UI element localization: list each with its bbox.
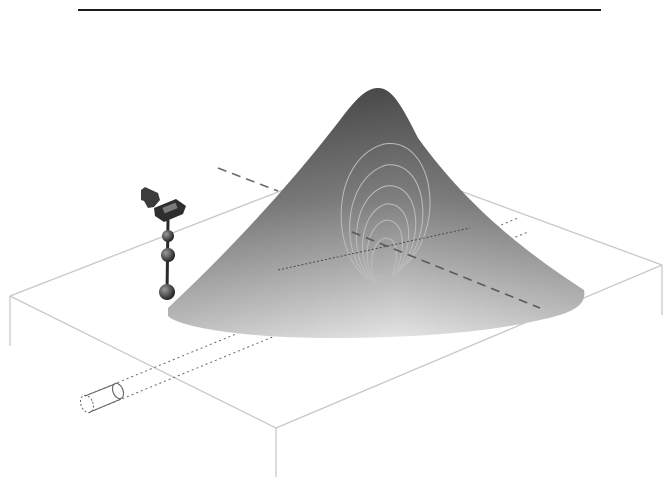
locator-device-icon (141, 187, 186, 300)
locator-handle (141, 187, 160, 208)
locator-ball-middle (161, 248, 175, 262)
pipe-end-cap (78, 393, 96, 414)
pipe-solid-stub-top (85, 384, 115, 396)
locator-ball-bottom (159, 284, 175, 300)
locator-joint-upper (162, 230, 174, 242)
signal-axis-dashed-back (218, 168, 278, 191)
pipe-solid-stub-bottom (90, 399, 121, 412)
